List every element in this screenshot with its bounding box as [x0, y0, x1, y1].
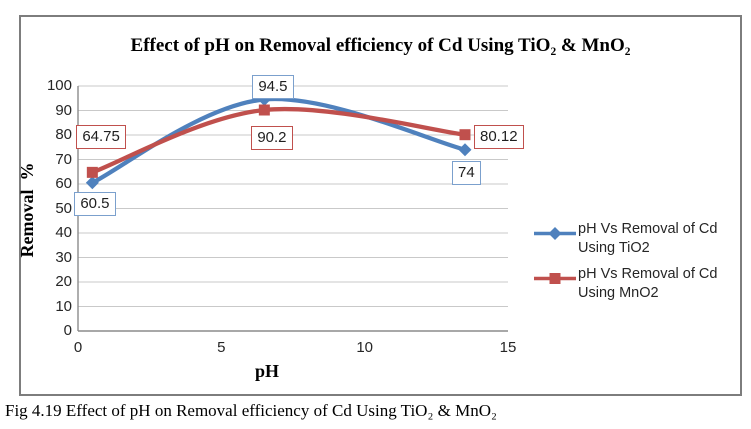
x-tick-label: 15 — [499, 339, 517, 356]
y-tick-label: 70 — [55, 150, 72, 168]
data-label-tio2: 60.5 — [74, 191, 116, 216]
y-tick-label: 40 — [55, 224, 72, 241]
figure-caption: Fig 4.19 Effect of pH on Removal efficie… — [5, 401, 497, 420]
legend: pH Vs Removal of Cd Using TiO2 pH Vs Rem… — [532, 220, 740, 310]
x-tick-label: 5 — [217, 339, 226, 356]
data-label-mno2: 90.2 — [251, 126, 293, 150]
chart-frame — [19, 15, 742, 396]
data-label-tio2: 74 — [452, 160, 481, 185]
legend-marker-square-icon — [534, 273, 576, 284]
data-label-mno2: 80.12 — [474, 124, 524, 149]
legend-marker-diamond-icon — [534, 227, 576, 240]
y-tick-label: 30 — [55, 248, 72, 266]
legend-diamond-tio2 — [548, 227, 562, 240]
x-tick-label: 0 — [73, 339, 83, 356]
marker-square-mno2 — [258, 104, 270, 116]
data-label-tio2: 94.5 — [252, 75, 294, 100]
y-tick-label: 20 — [55, 273, 72, 290]
marker-diamond-tio2 — [458, 143, 472, 157]
legend-label-mno2: pH Vs Removal of Cd Using MnO2 — [578, 266, 718, 301]
x-axis-title: pH — [254, 361, 279, 381]
x-tick-label: 10 — [356, 339, 373, 356]
chart-title: Effect of pH on Removal efficiency of Cd… — [130, 35, 631, 56]
y-tick-label: 100 — [46, 77, 72, 94]
y-tick-label: 10 — [55, 297, 72, 315]
data-label-mno2: 64.75 — [76, 125, 126, 150]
legend-item-tio2: pH Vs Removal of Cd Using TiO2 — [532, 220, 740, 258]
legend-item-mno2: pH Vs Removal of Cd Using MnO2 — [532, 265, 740, 303]
y-tick-label: 80 — [55, 126, 72, 143]
y-tick-label: 60 — [55, 175, 72, 192]
y-tick-label: 0 — [63, 322, 72, 339]
legend-square-mno2 — [549, 273, 561, 284]
y-tick-label: 50 — [55, 199, 72, 217]
marker-diamond-tio2 — [85, 176, 99, 190]
marker-square-mno2 — [86, 166, 98, 178]
legend-label-tio2: pH Vs Removal of Cd Using TiO2 — [578, 221, 718, 256]
marker-square-mno2 — [459, 129, 471, 141]
y-tick-label: 90 — [55, 101, 72, 119]
